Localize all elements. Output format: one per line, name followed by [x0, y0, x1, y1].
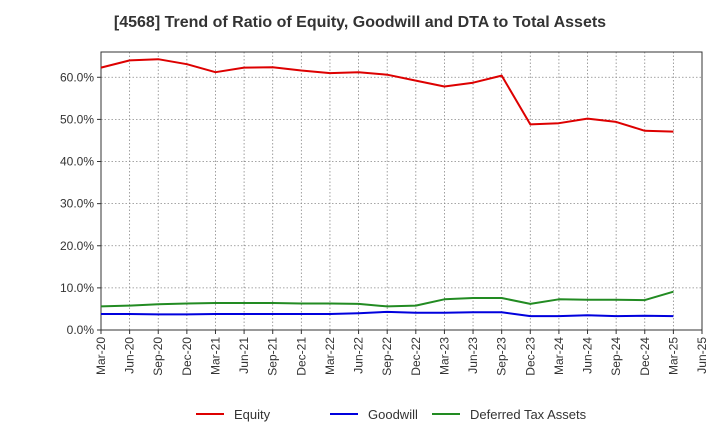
x-tick-label: Jun-23 [466, 337, 480, 374]
y-tick-label: 10.0% [60, 281, 94, 295]
legend-label-goodwill: Goodwill [368, 407, 418, 422]
x-tick-label: Jun-20 [123, 337, 137, 374]
chart-title: [4568] Trend of Ratio of Equity, Goodwil… [113, 14, 607, 31]
x-tick-label: Dec-22 [409, 337, 423, 376]
x-tick-label: Mar-24 [552, 337, 566, 375]
x-tick-label: Mar-23 [437, 337, 451, 375]
y-tick-label: 50.0% [60, 112, 94, 126]
x-tick-label: Jun-24 [581, 337, 595, 374]
legend-label-equity: Equity [234, 407, 271, 422]
legend-label-deferred-tax-assets: Deferred Tax Assets [470, 407, 587, 422]
y-tick-label: 0.0% [67, 323, 95, 337]
series-line-equity [100, 58, 674, 133]
x-tick-label: Mar-25 [666, 337, 680, 375]
x-tick-label: Jun-22 [352, 337, 366, 374]
x-tick-label: Dec-20 [180, 337, 194, 376]
x-tick-label: Mar-22 [323, 337, 337, 375]
x-tick-label: Dec-24 [638, 337, 652, 376]
y-tick-label: 20.0% [60, 239, 94, 253]
x-tick-label: Sep-20 [151, 337, 165, 376]
plot-border [100, 51, 703, 331]
plot-area [101, 52, 702, 330]
x-tick-label: Sep-23 [495, 337, 509, 376]
x-tick-label: Mar-20 [94, 337, 108, 375]
x-tick-label: Dec-23 [523, 337, 537, 376]
y-tick-label: 60.0% [60, 70, 94, 84]
series-line-goodwill [101, 310, 674, 318]
x-tick-label: Sep-22 [380, 337, 394, 376]
series-line-deferred-tax-assets [100, 290, 674, 308]
y-tick-label: 30.0% [60, 197, 94, 211]
x-tick-label: Dec-21 [294, 337, 308, 376]
x-tick-label: Mar-21 [208, 337, 222, 375]
x-tick-label: Sep-21 [266, 337, 280, 376]
x-tick-label: Sep-24 [609, 337, 623, 376]
y-tick-label: 40.0% [60, 155, 94, 169]
x-tick-label: Jun-25 [695, 337, 709, 374]
x-tick-label: Jun-21 [237, 337, 251, 374]
